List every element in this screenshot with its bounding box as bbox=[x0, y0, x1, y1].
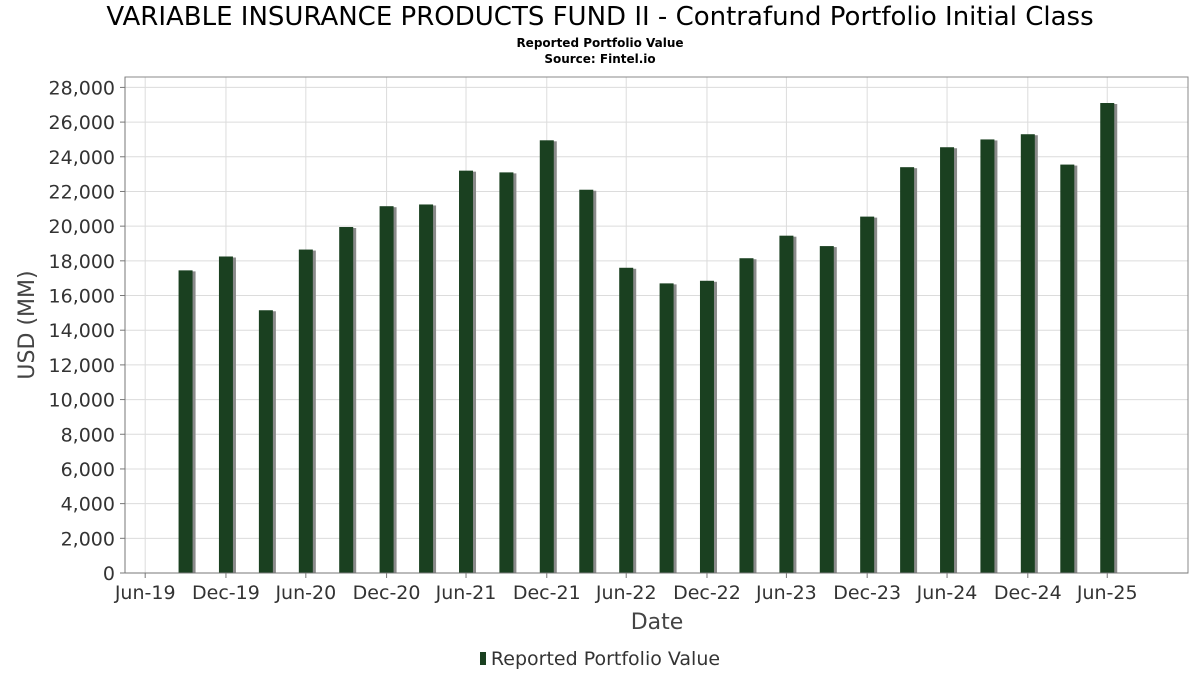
y-tick-label: 0 bbox=[103, 563, 115, 585]
bar bbox=[739, 258, 754, 573]
x-tick-label: Jun-19 bbox=[114, 582, 176, 604]
chart-canvas: 0 2,000 4,000 6,000 8,000 10,000 12,000 14,000 1… bbox=[15, 76, 1189, 635]
chart-title: VARIABLE INSURANCE PRODUCTS FUND II - Co… bbox=[106, 2, 1094, 32]
bar bbox=[178, 270, 193, 573]
y-tick-label: 14,000 bbox=[49, 320, 115, 342]
bar bbox=[379, 206, 394, 573]
y-tick-label: 16,000 bbox=[49, 286, 115, 308]
y-tick-label: 8,000 bbox=[61, 424, 115, 446]
bar bbox=[499, 172, 514, 573]
x-tick-label: Dec-20 bbox=[353, 582, 421, 604]
legend-swatch bbox=[479, 652, 486, 665]
bar bbox=[539, 140, 554, 573]
bar bbox=[218, 256, 233, 573]
bar bbox=[819, 246, 834, 573]
x-tick-label: Jun-22 bbox=[595, 582, 657, 604]
bar bbox=[258, 310, 273, 573]
x-tick-label: Jun-23 bbox=[755, 582, 817, 604]
bar bbox=[900, 167, 915, 573]
chart-subtitle: Reported Portfolio Value bbox=[516, 36, 684, 50]
bar bbox=[980, 139, 995, 573]
y-axis-label: USD (MM) bbox=[15, 270, 40, 379]
bar bbox=[619, 267, 634, 573]
x-tick-label: Dec-24 bbox=[994, 582, 1062, 604]
x-tick-label: Jun-25 bbox=[1076, 582, 1138, 604]
y-tick-label: 26,000 bbox=[49, 112, 115, 134]
bar bbox=[1100, 103, 1115, 574]
chart-source: Source: Fintel.io bbox=[544, 52, 656, 66]
bar bbox=[1060, 164, 1075, 573]
bar bbox=[339, 227, 354, 574]
bar bbox=[659, 283, 674, 573]
bar bbox=[1020, 134, 1035, 573]
x-tick-label: Jun-24 bbox=[916, 582, 978, 604]
legend-label: Reported Portfolio Value bbox=[490, 648, 721, 670]
legend: Reported Portfolio Value bbox=[0, 648, 1200, 670]
bar bbox=[699, 280, 714, 573]
bar bbox=[779, 235, 794, 574]
x-tick-label: Dec-23 bbox=[833, 582, 901, 604]
x-tick-label: Dec-21 bbox=[513, 582, 581, 604]
bar bbox=[298, 249, 313, 573]
y-tick-label: 10,000 bbox=[49, 390, 115, 412]
x-axis-label: Date bbox=[631, 610, 684, 635]
axes: 0 2,000 4,000 6,000 8,000 10,000 12,000 14,000 1… bbox=[49, 76, 1189, 604]
y-tick-label: 24,000 bbox=[49, 147, 115, 169]
y-tick-label: 4,000 bbox=[61, 494, 115, 516]
bar bbox=[860, 216, 875, 573]
y-tick-label: 22,000 bbox=[49, 181, 115, 203]
bar bbox=[459, 170, 474, 574]
y-tick-label: 20,000 bbox=[49, 216, 115, 238]
bar bbox=[579, 189, 594, 573]
x-tick-label: Jun-21 bbox=[435, 582, 497, 604]
bars bbox=[178, 103, 1118, 574]
x-tick-label: Jun-20 bbox=[274, 582, 336, 604]
bar bbox=[940, 147, 955, 573]
y-tick-label: 12,000 bbox=[49, 355, 115, 377]
x-tick-label: Dec-19 bbox=[192, 582, 260, 604]
y-tick-label: 28,000 bbox=[49, 77, 115, 99]
bar bbox=[419, 204, 434, 573]
y-tick-label: 18,000 bbox=[49, 251, 115, 273]
y-tick-label: 2,000 bbox=[61, 528, 115, 550]
y-tick-label: 6,000 bbox=[61, 459, 115, 481]
x-tick-label: Dec-22 bbox=[673, 582, 741, 604]
